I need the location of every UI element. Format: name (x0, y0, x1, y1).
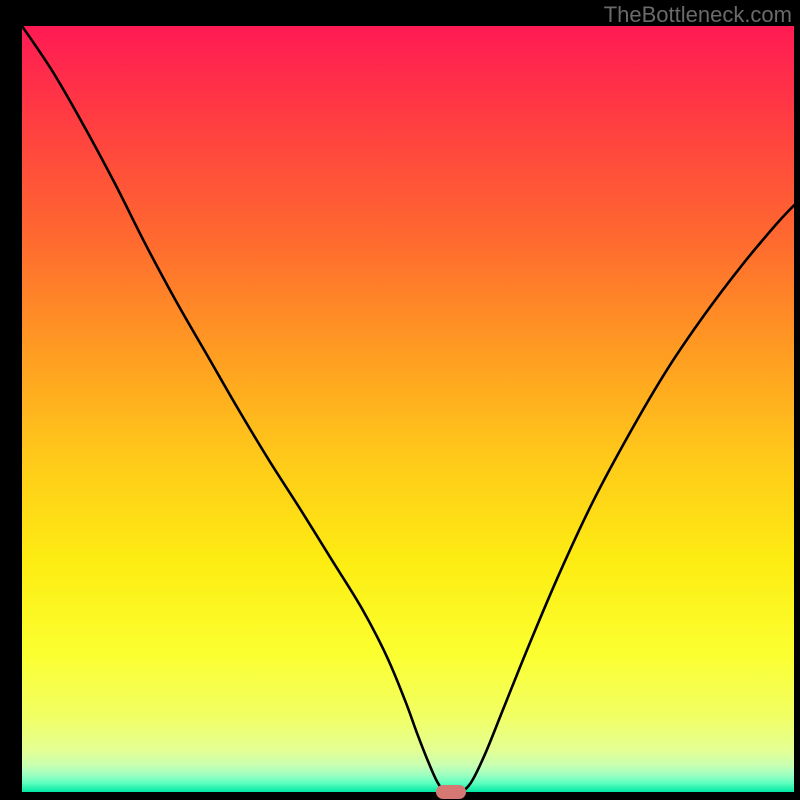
chart-container: TheBottleneck.com (0, 0, 800, 800)
watermark-text: TheBottleneck.com (604, 2, 792, 28)
bottleneck-curve (22, 26, 794, 792)
minimum-marker (436, 785, 466, 799)
plot-area (22, 26, 794, 792)
